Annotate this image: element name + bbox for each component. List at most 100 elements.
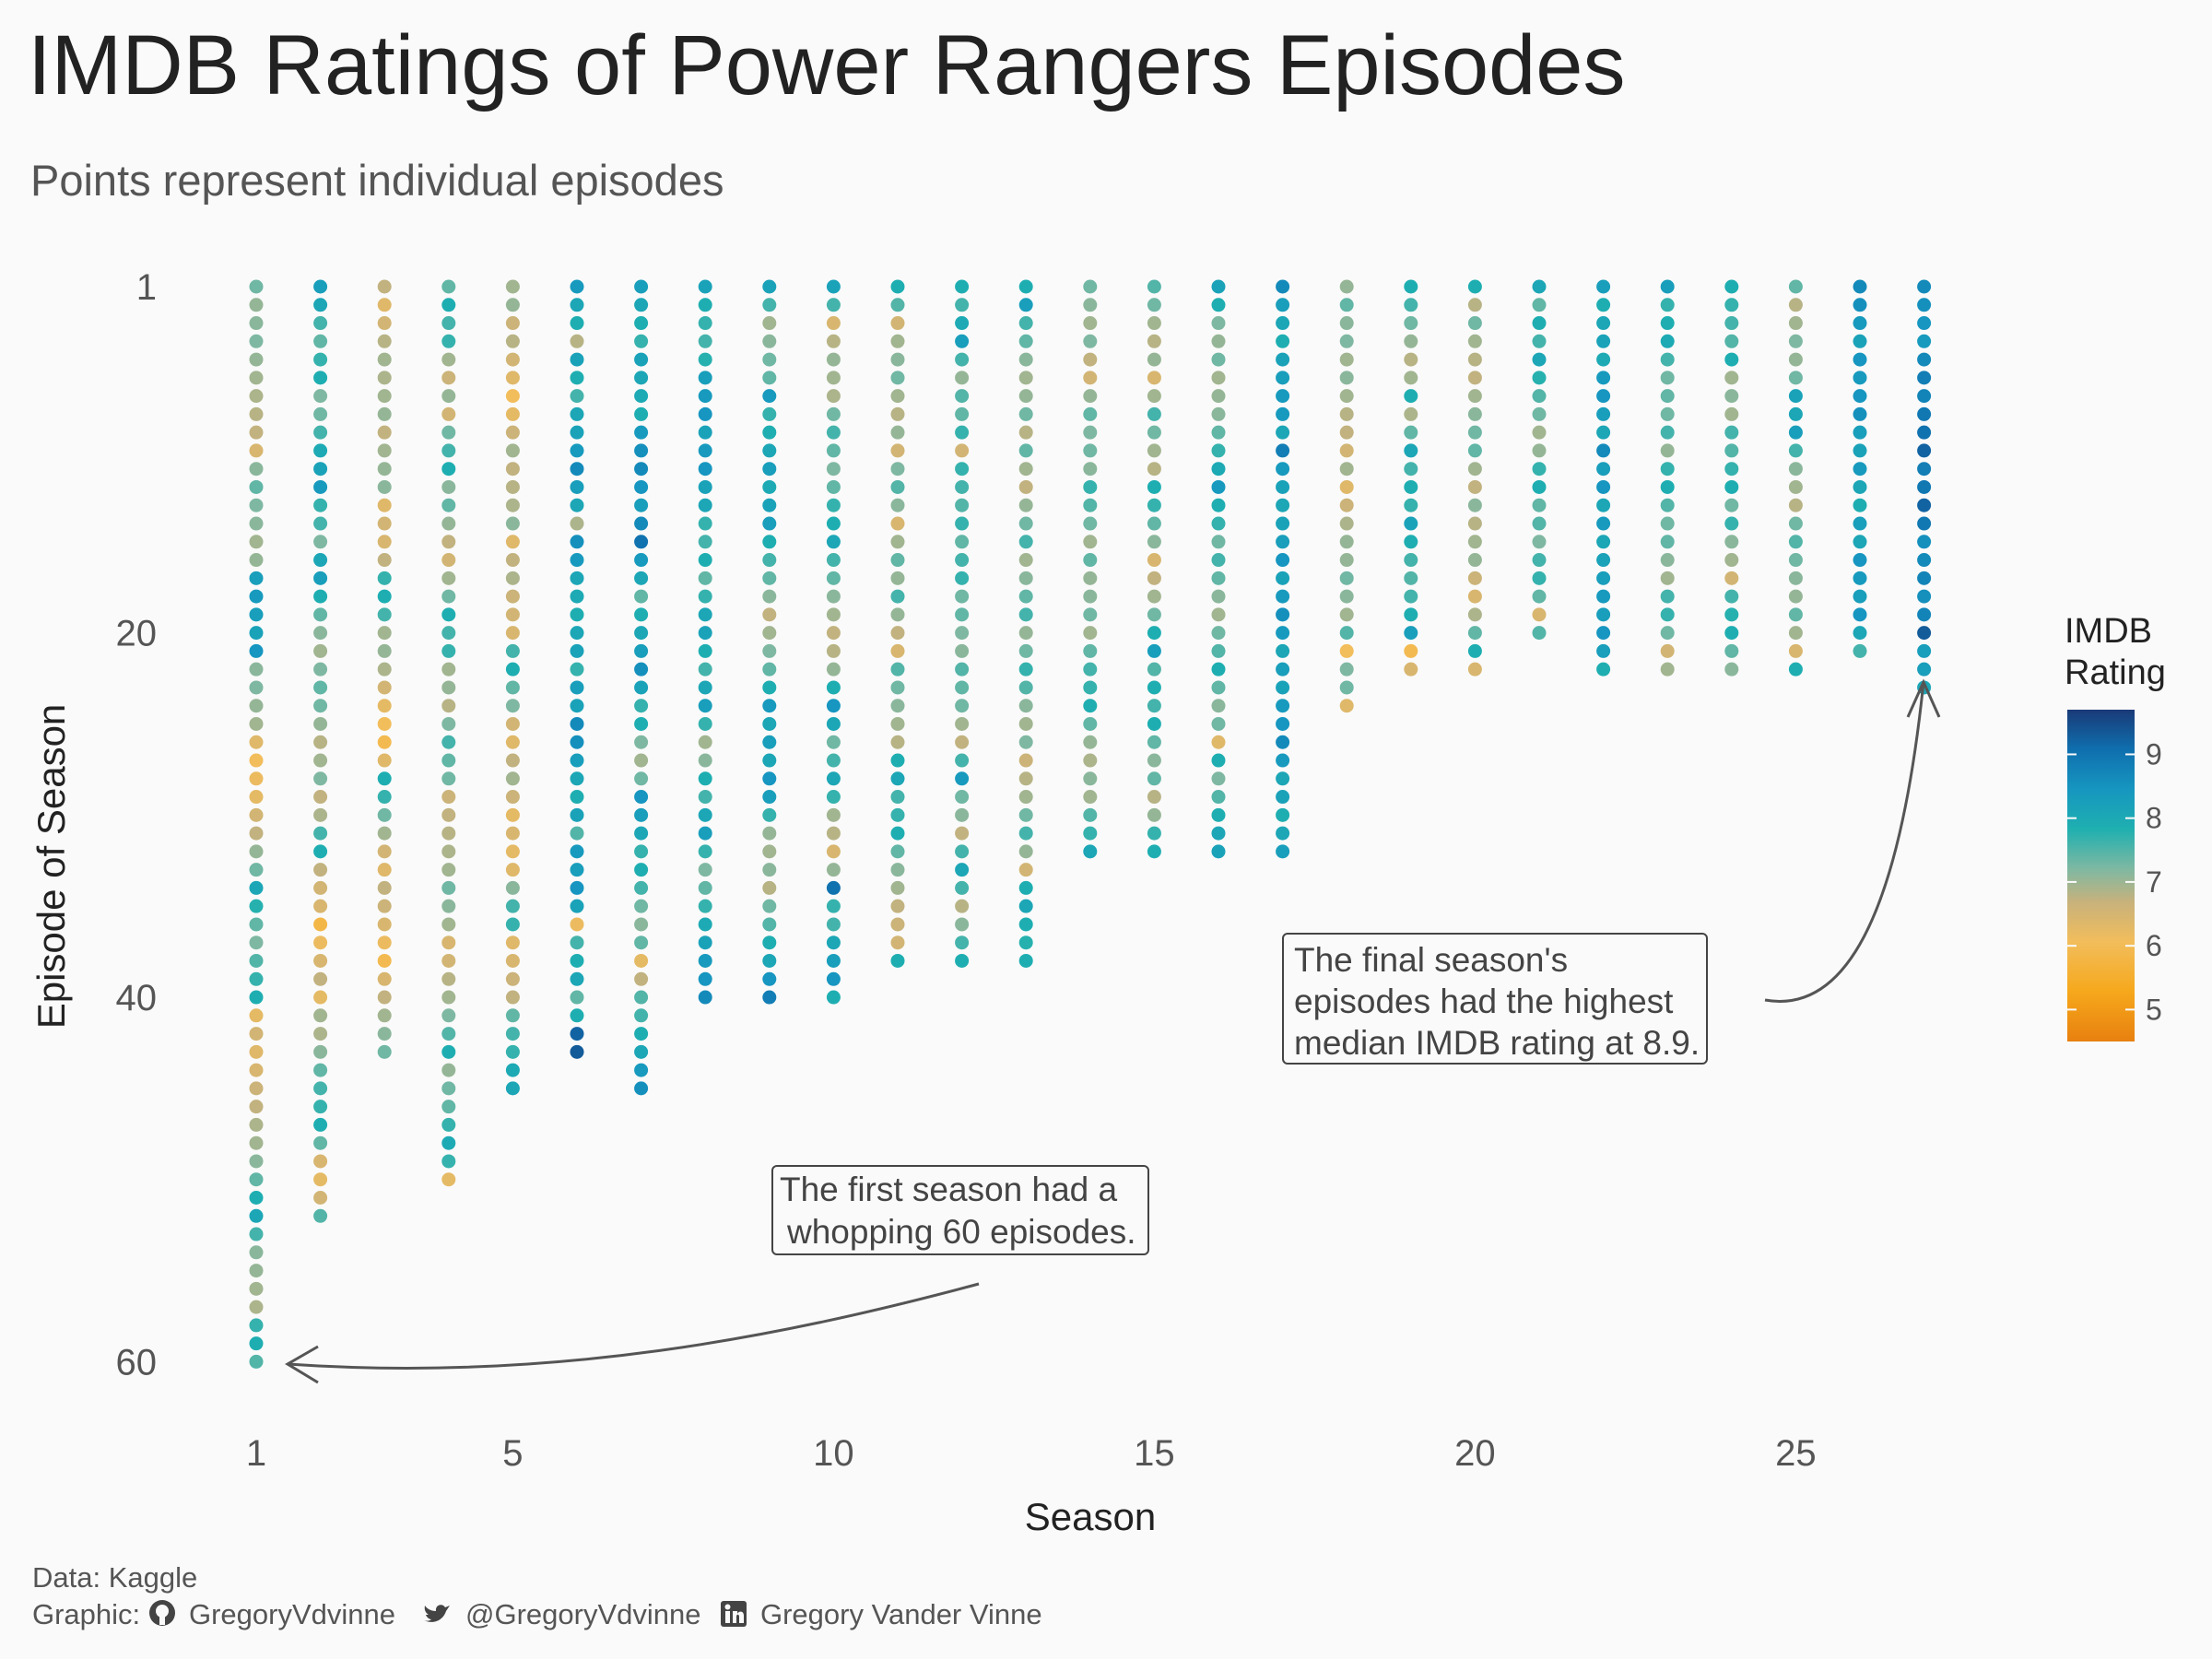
episode-point [698,807,712,822]
episode-point [1211,479,1226,494]
episode-point [1147,389,1161,404]
episode-point [1018,807,1033,822]
episode-point [1276,279,1290,294]
episode-point [1404,334,1418,348]
episode-point [955,699,970,713]
caption-github[interactable]: GregoryVdvinne [189,1598,395,1630]
episode-point [698,425,712,440]
episode-point [762,880,777,895]
episode-point [1788,425,1803,440]
episode-point [955,662,970,677]
episode-point [1532,334,1547,348]
episode-point [698,607,712,622]
episode-point [441,1044,456,1059]
episode-point [1276,516,1290,531]
episode-point [1147,571,1161,585]
caption-linkedin[interactable]: Gregory Vander Vinne [760,1598,1042,1630]
episode-point [890,899,905,913]
episode-point [1724,516,1739,531]
episode-point [955,607,970,622]
episode-point [955,406,970,421]
episode-point [441,1027,456,1041]
episode-point [377,971,392,986]
episode-point [1339,516,1354,531]
episode-point [570,863,584,877]
episode-point [570,662,584,677]
episode-point [955,389,970,404]
episode-point [505,279,520,294]
episode-point [313,425,328,440]
episode-point [1660,316,1675,331]
episode-point [1853,316,1867,331]
x-tick-label: 5 [502,1433,523,1474]
episode-point [313,371,328,385]
episode-point [441,462,456,477]
episode-point [1788,479,1803,494]
episode-point [1147,826,1161,841]
legend-tick-label: 7 [2146,865,2162,899]
episode-point [249,425,264,440]
episode-point [570,790,584,805]
episode-point [826,699,841,713]
episode-point [1276,371,1290,385]
episode-point [1339,699,1354,713]
episode-point [313,571,328,585]
episode-point [1404,389,1418,404]
episode-point [1917,571,1932,585]
episode-point [890,807,905,822]
episode-point [249,971,264,986]
episode-point [377,279,392,294]
episode-point [890,626,905,641]
episode-point [1596,535,1611,549]
caption-twitter[interactable]: @GregoryVdvinne [465,1598,700,1630]
annotation-line: episodes had the highest [1294,982,1674,1020]
episode-point [570,334,584,348]
episode-point [955,917,970,932]
episode-point [1083,553,1098,568]
episode-point [1853,571,1867,585]
episode-point [890,662,905,677]
episode-point [1147,844,1161,859]
episode-point [249,899,264,913]
episode-point [890,753,905,768]
episode-point [377,626,392,641]
episode-point [249,553,264,568]
episode-point [1467,371,1482,385]
episode-point [1917,626,1932,641]
episode-point [890,880,905,895]
episode-point [634,662,649,677]
episode-point [441,425,456,440]
episode-point [1724,479,1739,494]
episode-point [826,680,841,695]
episode-point [1147,316,1161,331]
episode-point [1276,406,1290,421]
episode-point [1917,352,1932,367]
episode-point [505,389,520,404]
episode-point [249,735,264,749]
episode-point [1211,844,1226,859]
episode-point [955,498,970,512]
episode-point [570,462,584,477]
episode-point [1083,589,1098,604]
episode-point [1660,334,1675,348]
episode-point [1467,626,1482,641]
episode-point [570,626,584,641]
episode-point [1917,643,1932,658]
episode-point [762,971,777,986]
episode-point [1211,371,1226,385]
episode-point [441,1081,456,1096]
episode-point [634,553,649,568]
episode-point [1018,535,1033,549]
episode-point [441,371,456,385]
episode-point [698,716,712,731]
episode-point [698,826,712,841]
episode-point [634,699,649,713]
episode-point [698,917,712,932]
episode-point [1660,589,1675,604]
episode-point [1276,643,1290,658]
episode-point [955,626,970,641]
episode-point [441,753,456,768]
episode-point [762,863,777,877]
episode-point [890,863,905,877]
episode-point [698,844,712,859]
